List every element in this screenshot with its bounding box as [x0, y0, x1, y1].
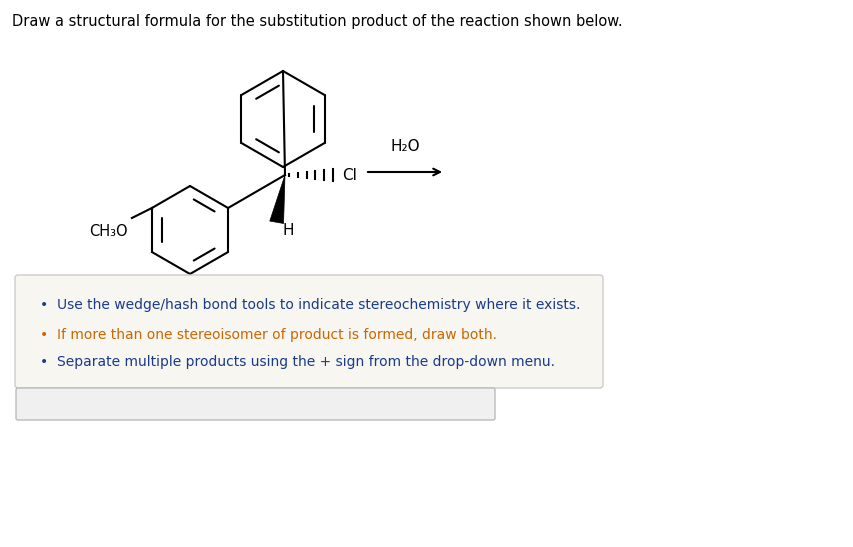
- FancyBboxPatch shape: [16, 388, 495, 420]
- Text: Cl: Cl: [341, 167, 357, 183]
- Text: CH₃O: CH₃O: [90, 224, 128, 239]
- FancyBboxPatch shape: [15, 275, 602, 388]
- Text: H₂O: H₂O: [390, 139, 420, 154]
- Text: •  If more than one stereoisomer of product is formed, draw both.: • If more than one stereoisomer of produ…: [40, 328, 496, 342]
- Text: Draw a structural formula for the substitution product of the reaction shown bel: Draw a structural formula for the substi…: [12, 14, 622, 29]
- Text: H: H: [282, 223, 293, 238]
- Text: •  Use the wedge/hash bond tools to indicate stereochemistry where it exists.: • Use the wedge/hash bond tools to indic…: [40, 298, 580, 312]
- Polygon shape: [270, 175, 285, 224]
- Text: •  Separate multiple products using the + sign from the drop-down menu.: • Separate multiple products using the +…: [40, 355, 554, 369]
